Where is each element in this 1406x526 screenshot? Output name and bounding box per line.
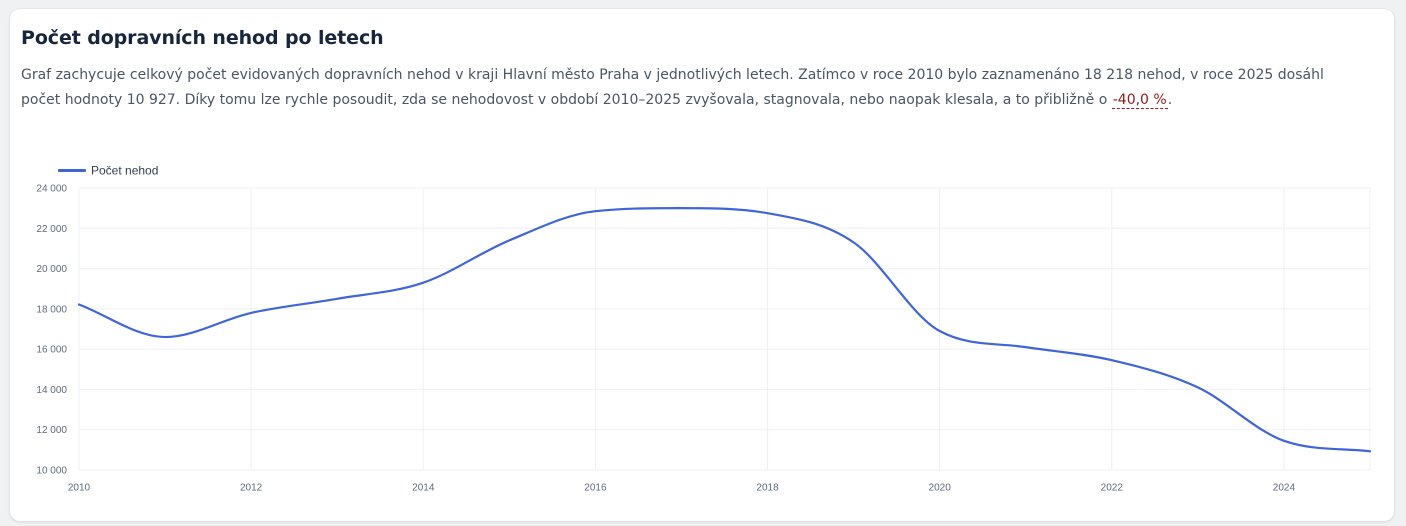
chart-legend[interactable]: Počet nehod [58, 164, 158, 178]
y-tick-label: 14 000 [36, 385, 67, 396]
x-tick-label: 2016 [584, 483, 607, 494]
change-percent[interactable]: -40,0 % [1111, 92, 1168, 109]
x-tick-label: 2012 [240, 483, 263, 494]
x-tick-label: 2022 [1101, 483, 1124, 494]
y-tick-label: 16 000 [36, 345, 67, 356]
x-tick-label: 2018 [756, 483, 779, 494]
legend-label: Počet nehod [91, 164, 158, 178]
x-axis: 2010 2012 2014 2016 2018 2020 2022 2024 [68, 483, 1296, 494]
y-tick-label: 12 000 [36, 425, 67, 436]
x-tick-label: 2020 [929, 483, 952, 494]
x-tick-label: 2024 [1273, 483, 1296, 494]
chart-grid [78, 187, 1371, 471]
y-axis: 10 000 12 000 14 000 16 000 18 000 20 000 22 0… [36, 184, 67, 477]
series-line [77, 207, 1372, 453]
chart-card [10, 9, 1394, 521]
y-tick-label: 24 000 [36, 184, 67, 195]
y-tick-label: 10 000 [36, 466, 67, 477]
y-tick-label: 18 000 [36, 304, 67, 315]
description-end: . [1167, 92, 1173, 108]
x-tick-label: 2014 [412, 483, 435, 494]
legend-swatch [58, 169, 86, 172]
x-tick-label: 2010 [68, 483, 91, 494]
chart-description: Graf zachycuje celkový počet evidovaných… [21, 63, 1361, 113]
y-tick-label: 20 000 [36, 264, 67, 275]
y-tick-label: 22 000 [36, 224, 67, 235]
chart-title: Počet dopravních nehod po letech [21, 27, 384, 49]
description-text: Graf zachycuje celkový počet evidovaných… [21, 67, 1324, 108]
